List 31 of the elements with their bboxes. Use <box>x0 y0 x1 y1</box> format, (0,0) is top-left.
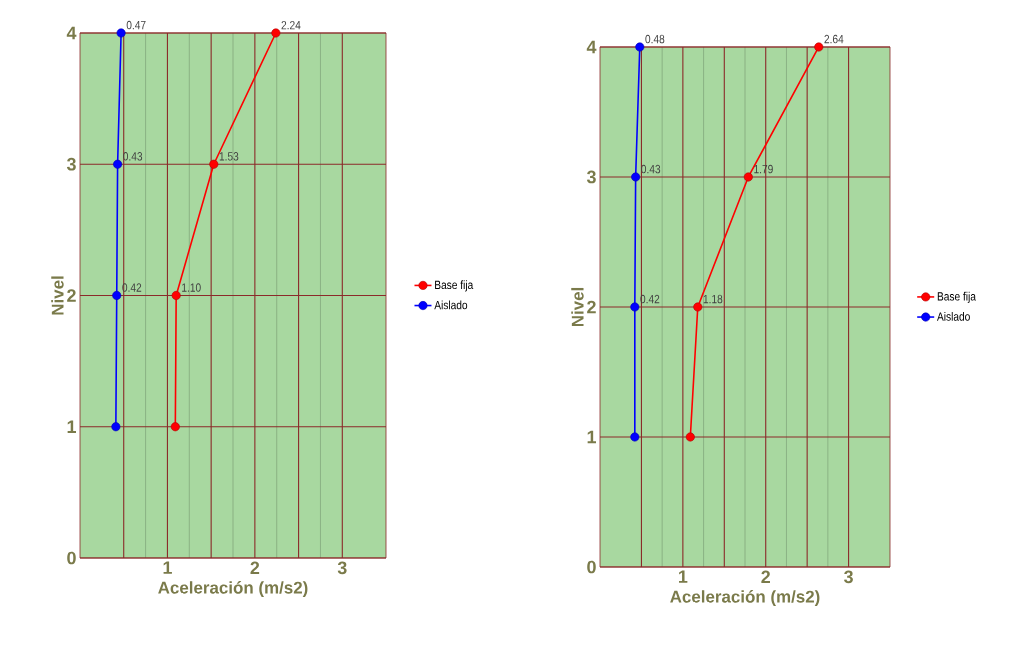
x-axis-title: Aceleración (m/s2) <box>158 581 308 597</box>
y-tick-label: 3 <box>586 170 596 184</box>
y-tick-label: 0 <box>587 560 596 574</box>
y-tick-label: 4 <box>66 26 77 40</box>
x-tick-label: 1 <box>679 570 688 583</box>
data-label: 0.47 <box>126 20 146 30</box>
data-label: 2.24 <box>281 20 301 30</box>
data-label: 1.18 <box>703 294 723 304</box>
y-tick-label: 2 <box>67 289 76 302</box>
legend-label: Aislado <box>937 311 970 321</box>
x-tick-label: 3 <box>337 561 347 575</box>
y-tick-label: 1 <box>587 430 596 444</box>
legend-label: Base fija <box>937 291 976 303</box>
data-label: 2.64 <box>824 34 844 44</box>
y-tick-label: 3 <box>66 157 76 171</box>
y-tick-label: 2 <box>587 300 596 314</box>
data-label: 1.10 <box>182 283 201 292</box>
legend-label: Base fija <box>435 280 474 292</box>
x-tick-label: 2 <box>250 561 260 575</box>
x-tick-label: 2 <box>761 570 770 584</box>
data-label: 0.48 <box>645 34 665 44</box>
y-axis-title: Nivel <box>571 287 584 327</box>
x-tick-label: 1 <box>163 561 172 574</box>
data-label: 1.53 <box>219 152 239 161</box>
y-axis-title: Nivel <box>51 276 64 315</box>
y-tick-label: 0 <box>67 551 76 565</box>
y-tick-label: 4 <box>586 40 597 54</box>
y-tick-label: 1 <box>67 420 76 433</box>
x-axis-title: Aceleración (m/s2) <box>670 590 820 606</box>
x-tick-label: 3 <box>844 570 853 584</box>
legend-label: Aislado <box>434 300 468 310</box>
